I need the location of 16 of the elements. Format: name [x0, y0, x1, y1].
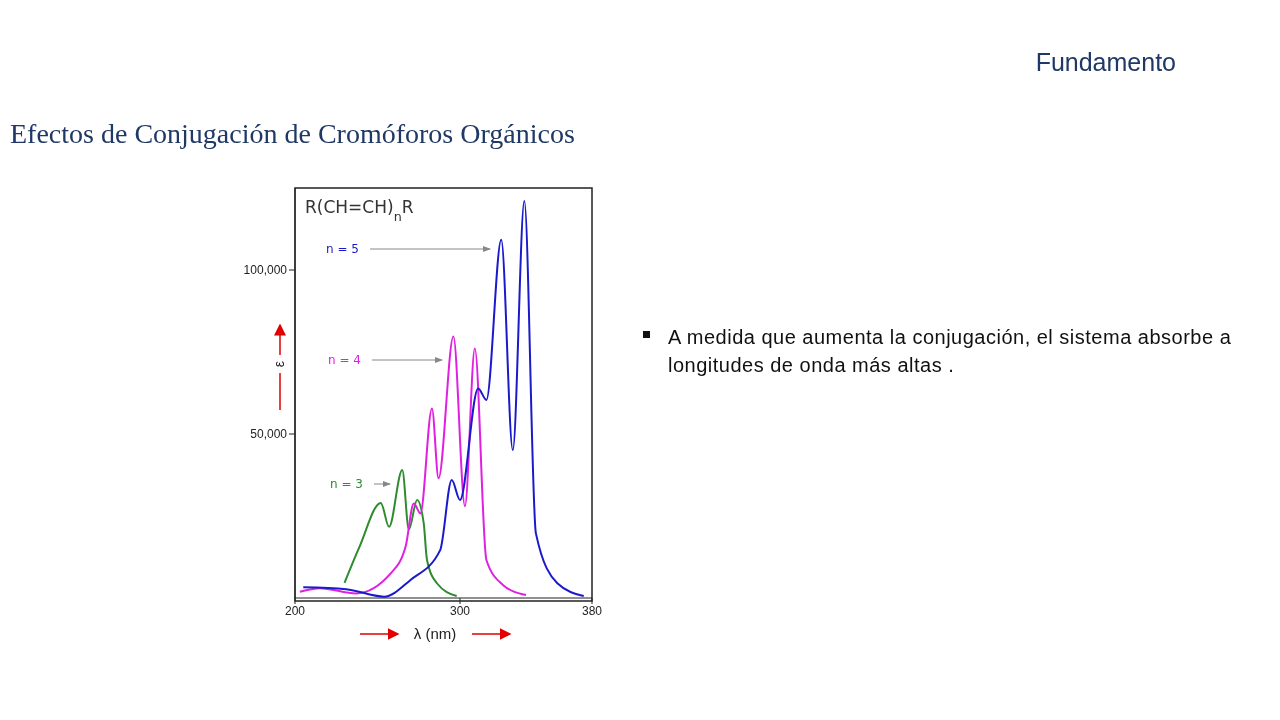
text: n = 4 — [328, 353, 361, 367]
text: n = 5 — [326, 242, 359, 256]
line-series — [298, 335, 527, 597]
y-axis-title: ε — [270, 360, 287, 368]
x-tick-label: 200 — [284, 603, 306, 618]
line-series — [343, 469, 458, 598]
x-tick-label: 300 — [449, 603, 471, 618]
x-tick-label: 380 — [581, 603, 603, 618]
text: A medida que aumenta la conjugación, el sistema absorbe a longitudes de onda más altas . — [668, 325, 1233, 378]
chart-title: Efectos de Conjugación de Cromóforos Orgánicos — [10, 118, 575, 150]
y-tick-label: 100,000 — [243, 263, 288, 278]
series-label: n = 3 — [330, 477, 363, 491]
x-axis-title: λ (nm) — [413, 625, 457, 642]
y-tick-label: 50,000 — [250, 427, 288, 442]
text: Fundamento — [1035, 48, 1176, 77]
annotation: R(CH=CH)$_{n}$R — [305, 197, 414, 224]
